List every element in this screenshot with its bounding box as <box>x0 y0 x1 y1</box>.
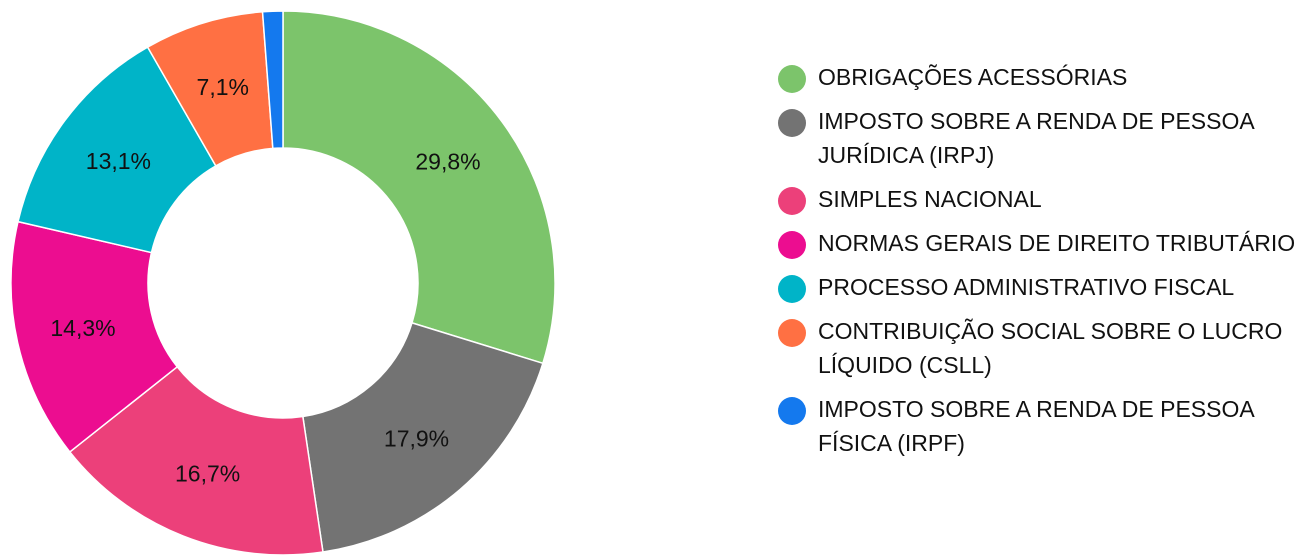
legend-item: IMPOSTO SOBRE A RENDA DE PESSOA FÍSICA (… <box>778 392 1298 460</box>
legend-swatch-icon <box>778 187 806 215</box>
legend-label: IMPOSTO SOBRE A RENDA DE PESSOA JURÍDICA… <box>818 108 1254 168</box>
legend-label: IMPOSTO SOBRE A RENDA DE PESSOA FÍSICA (… <box>818 396 1254 456</box>
legend-label: PROCESSO ADMINISTRATIVO FISCAL <box>818 274 1235 300</box>
slice-value-label: 7,1% <box>197 74 249 100</box>
slice-value-label: 17,9% <box>384 426 449 452</box>
slice-value-label: 29,8% <box>415 148 480 174</box>
legend-swatch-icon <box>778 231 806 259</box>
donut-slice-7 <box>261 10 284 150</box>
legend-item: PROCESSO ADMINISTRATIVO FISCAL <box>778 270 1298 304</box>
slice-value-label: 14,3% <box>50 315 115 341</box>
legend-item: IMPOSTO SOBRE A RENDA DE PESSOA JURÍDICA… <box>778 104 1298 172</box>
legend-item: SIMPLES NACIONAL <box>778 182 1298 216</box>
legend-item: OBRIGAÇÕES ACESSÓRIAS <box>778 60 1298 94</box>
slice-labels: 29,8% 17,9% 16,7% 14,3% 13,1% 7,1% <box>50 74 480 487</box>
legend-swatch-icon <box>778 319 806 347</box>
donut-slice-1 <box>282 10 556 365</box>
donut-slice-2 <box>301 321 544 553</box>
slice-value-label: 13,1% <box>86 148 151 174</box>
donut-slice-4 <box>10 220 179 453</box>
legend-label: CONTRIBUIÇÃO SOCIAL SOBRE O LUCRO LÍQUID… <box>818 318 1283 378</box>
donut-slice-5 <box>17 46 217 254</box>
legend-label: OBRIGAÇÕES ACESSÓRIAS <box>818 64 1128 90</box>
legend-label: NORMAS GERAIS DE DIREITO TRIBUTÁRIO <box>818 230 1296 256</box>
legend-swatch-icon <box>778 65 806 93</box>
legend-swatch-icon <box>778 397 806 425</box>
legend-swatch-icon <box>778 109 806 137</box>
donut-slices <box>10 10 556 556</box>
donut-slice-3 <box>68 365 324 556</box>
chart-legend: OBRIGAÇÕES ACESSÓRIAS IMPOSTO SOBRE A REN… <box>778 60 1298 470</box>
legend-item: NORMAS GERAIS DE DIREITO TRIBUTÁRIO <box>778 226 1298 260</box>
legend-label: SIMPLES NACIONAL <box>818 186 1042 212</box>
legend-swatch-icon <box>778 275 806 303</box>
slice-value-label: 16,7% <box>175 461 240 487</box>
legend-item: CONTRIBUIÇÃO SOCIAL SOBRE O LUCRO LÍQUID… <box>778 314 1298 382</box>
